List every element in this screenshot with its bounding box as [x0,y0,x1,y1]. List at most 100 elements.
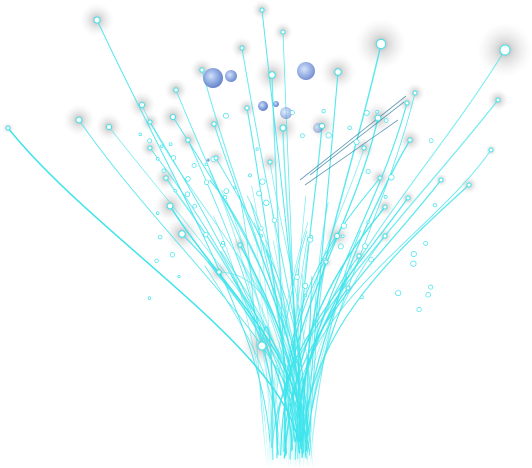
branch-node [428,138,434,144]
tip-node [147,145,153,151]
tip-node [169,113,177,121]
branch-node [203,179,210,185]
trunk-fiber [306,296,312,468]
tip-node [318,122,326,130]
trunk-fiber [265,239,290,468]
branch-node [340,234,345,239]
branch-node [160,144,164,148]
tip-node [105,123,113,131]
trunk-fiber [231,275,305,468]
tip-node [407,137,413,143]
tip-node [163,175,169,181]
tip-node [466,182,472,188]
tip-node [257,341,267,351]
blue-bubble [280,107,292,119]
branch-nodes [5,7,511,351]
branch-node [222,112,229,119]
branch-node [157,234,163,240]
branch-node [325,132,332,139]
tip-node [412,90,418,96]
branch-node [383,195,388,199]
branch-node [365,168,371,174]
branch-line [298,125,323,442]
trunk-fiber [213,215,269,468]
branch-node [147,296,152,300]
branch-node [155,156,160,161]
tip-node [267,159,273,165]
branch-line [96,19,271,442]
branch-node [366,220,370,224]
tip-node [375,38,387,50]
branch-node [204,162,209,167]
tip-node [499,44,511,56]
branch-node [255,147,259,151]
branch-node [233,186,237,190]
tip-node [404,100,410,106]
trunk-fiber [307,263,354,468]
tip-node [268,71,276,79]
tip-node [488,147,494,153]
branch-node [294,274,300,280]
trunk-fiber [302,202,329,468]
branch-node [259,226,264,231]
trunk-fiber [241,261,291,468]
branch-node [362,243,369,250]
branch-node [428,284,434,290]
branch-line [304,92,416,456]
branch-node [410,260,417,267]
tip-node [185,137,191,143]
branch-node [173,189,177,193]
tip-node [138,101,146,109]
tip-node [75,116,83,124]
trunk-fiber [286,235,309,468]
trunk-fiber [251,185,280,468]
branch-node [223,188,230,194]
tip-node [147,119,153,125]
branch-node [368,256,374,263]
branch-node [168,142,173,147]
branch-node [289,110,295,116]
branch-node [203,232,209,238]
trunk-fiber [249,299,314,468]
tip-node [382,233,388,239]
trunk-fiber [309,229,362,468]
branch-node [363,110,370,116]
branch-node [388,174,395,181]
tip-node [237,242,243,248]
branch-node [223,195,228,200]
tip-node [280,29,286,35]
branch-node [423,240,429,246]
blue-bubble [258,101,268,111]
branch-node [161,168,166,173]
blue-bubble [273,101,279,107]
tip-node [361,145,367,151]
branch-node [191,163,197,169]
branch-node [383,118,389,123]
blue-bubble [297,62,315,80]
branch-node [169,252,176,258]
branch-node [337,243,344,250]
trunk-fiber [248,262,301,468]
tip-node [213,155,219,161]
branch-node [184,191,191,197]
trunk-fiber [295,267,299,468]
trunk-fiber [267,271,297,468]
trunk-fiber [207,261,301,468]
branch-node [303,293,308,298]
branch-node [192,203,197,209]
branch-line [300,184,470,445]
tip-node [173,87,179,93]
tip-node [405,195,411,201]
branch-node [353,139,360,145]
branch-node [170,155,177,161]
tip-node [279,124,287,132]
branch-node [221,241,225,245]
tip-node [382,204,388,210]
tip-node [93,16,101,24]
trunk-fiber [271,211,296,468]
branch-node [425,292,431,298]
branch-node [155,211,160,215]
branch-node [375,110,379,114]
tip-node [495,97,501,103]
